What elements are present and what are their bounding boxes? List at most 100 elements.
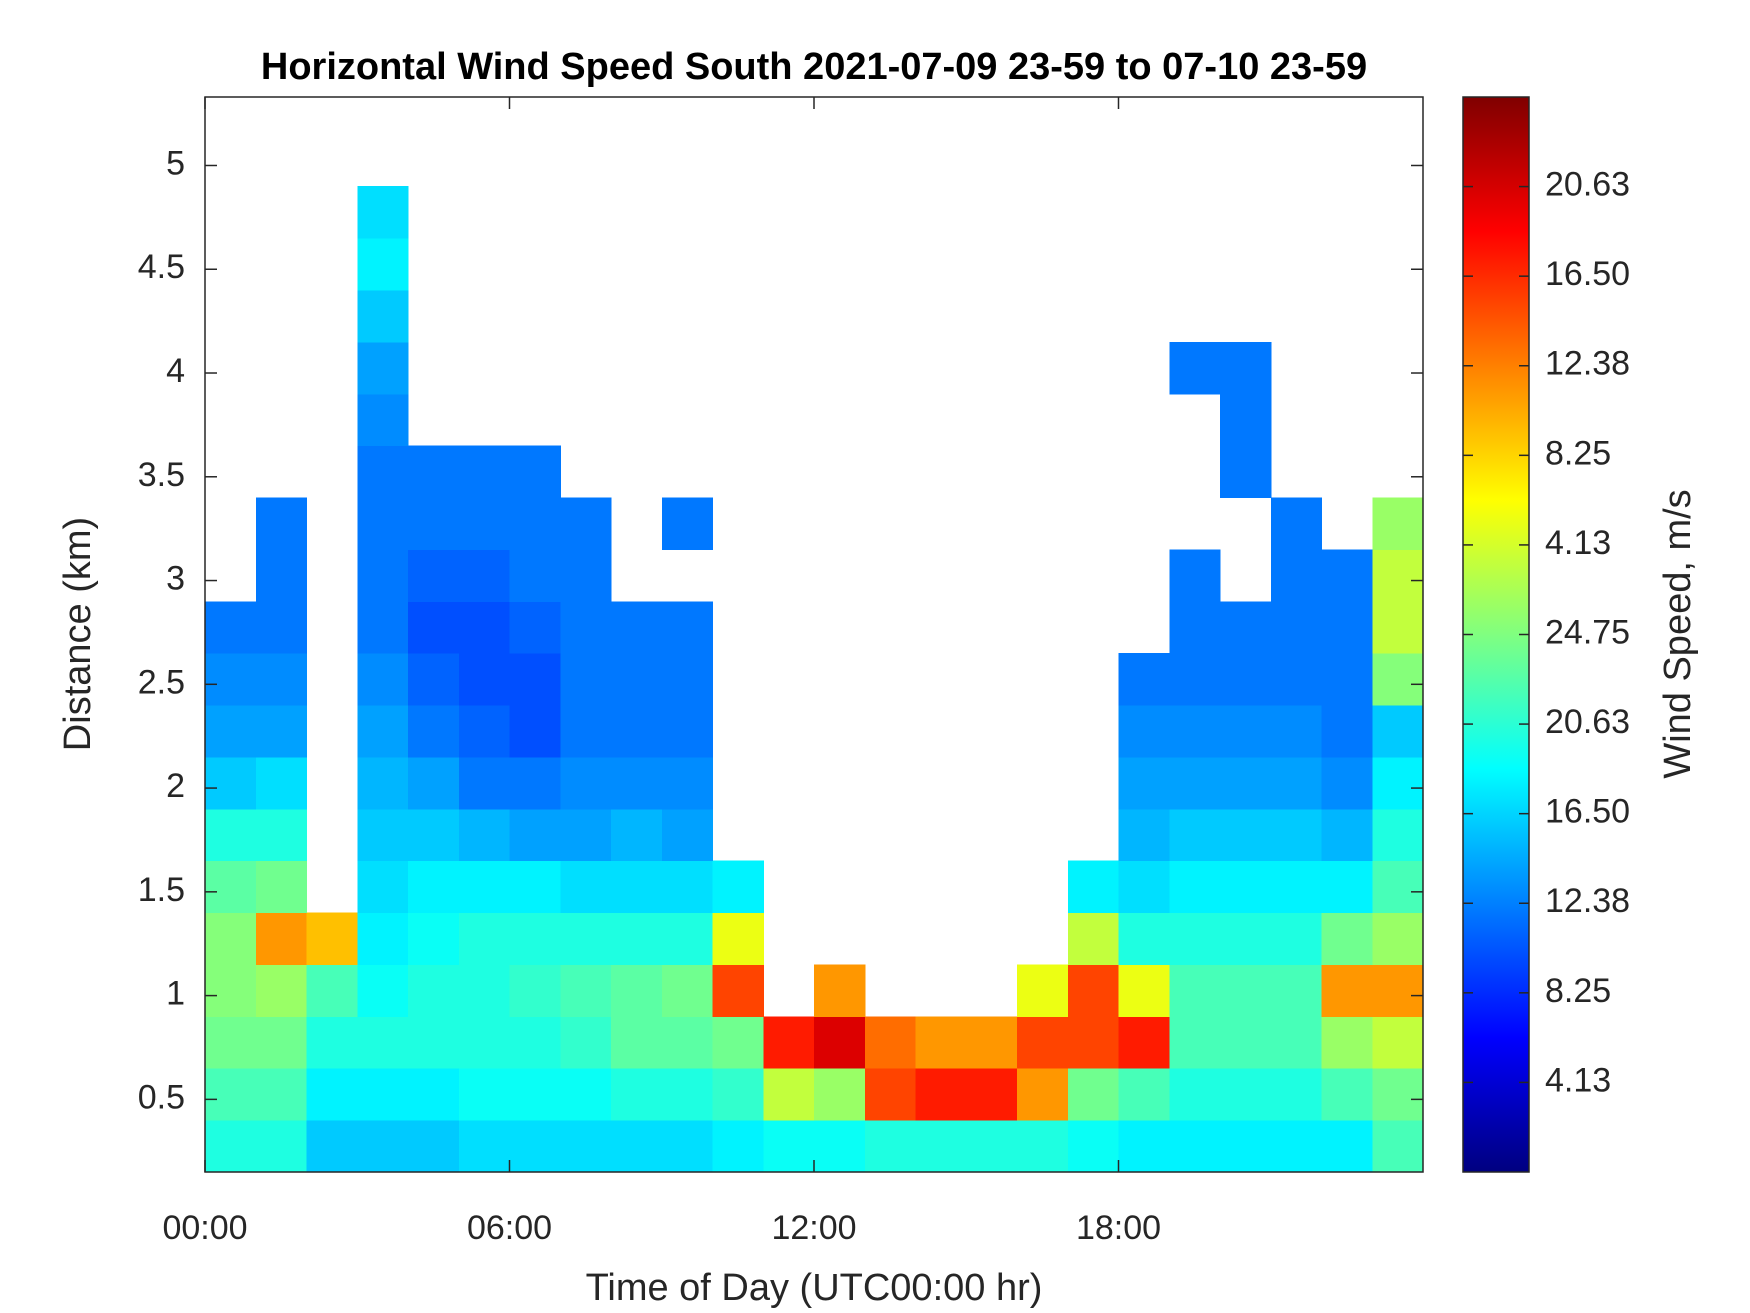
heatmap-cell [1220, 705, 1272, 758]
heatmap-cell [1169, 549, 1221, 602]
heatmap-cell [458, 1120, 510, 1173]
heatmap-cell [509, 964, 561, 1017]
heatmap-cell [255, 1068, 307, 1121]
heatmap-cell [1220, 445, 1272, 499]
colorbar-tick-label: 8.25 [1545, 972, 1611, 1010]
heatmap-cell [1372, 1120, 1424, 1173]
heatmap-cell [915, 1016, 967, 1069]
heatmap-cell [1067, 912, 1119, 965]
heatmap-cell [1321, 912, 1373, 965]
heatmap-cell [915, 1068, 967, 1121]
x-tick-label: 18:00 [1076, 1209, 1161, 1247]
colorbar-tick-label: 12.38 [1545, 882, 1630, 920]
heatmap-cell [712, 860, 764, 914]
heatmap-cell [611, 808, 663, 862]
heatmap-cell [1118, 1120, 1170, 1173]
heatmap-cell [458, 756, 510, 810]
heatmap-cell [661, 1016, 713, 1069]
heatmap-cell [458, 653, 510, 706]
heatmap-cell [1220, 912, 1272, 965]
heatmap-cell [1067, 1016, 1119, 1069]
heatmap-cell [509, 756, 561, 810]
heatmap-cell [255, 601, 307, 654]
heatmap-cell [814, 964, 866, 1017]
heatmap-cell [205, 1068, 257, 1121]
heatmap-cell [1270, 912, 1322, 965]
heatmap-cell [458, 497, 510, 550]
heatmap-cell [1270, 549, 1322, 602]
heatmap-cell [255, 1120, 307, 1173]
heatmap-cell [1118, 1016, 1170, 1069]
heatmap-cell [408, 705, 460, 758]
heatmap-cell [1372, 601, 1424, 654]
x-axis-label: Time of Day (UTC00:00 hr) [586, 1267, 1043, 1309]
heatmap-cell [560, 1016, 612, 1069]
heatmap-cell [255, 964, 307, 1017]
heatmap-cell [408, 964, 460, 1017]
heatmap-cell [1270, 964, 1322, 1017]
heatmap-cell [712, 912, 764, 965]
heatmap-cell [357, 497, 409, 550]
heatmap-cell [1118, 860, 1170, 914]
y-tick-label: 2 [166, 767, 185, 805]
heatmap-cell [1169, 964, 1221, 1017]
heatmap-cell [611, 1068, 663, 1121]
heatmap-cell [560, 808, 612, 862]
heatmap-cell [1372, 912, 1424, 965]
heatmap-cell [1321, 1016, 1373, 1069]
heatmap-cell [1372, 1068, 1424, 1121]
heatmap-cell [1017, 964, 1069, 1017]
heatmap-cell [1169, 653, 1221, 706]
heatmap-cell [255, 497, 307, 550]
heatmap-cell [408, 601, 460, 654]
heatmap-cell [611, 1016, 663, 1069]
heatmap-cell [966, 1120, 1018, 1173]
chart-title: Horizontal Wind Speed South 2021-07-09 2… [261, 46, 1367, 88]
heatmap-cell [1270, 705, 1322, 758]
heatmap-cell [611, 1120, 663, 1173]
heatmap-cell [509, 653, 561, 706]
heatmap-cell [1321, 549, 1373, 602]
y-tick-label: 3.5 [138, 456, 185, 494]
heatmap-cell [1118, 653, 1170, 706]
heatmap-cell [1270, 1120, 1322, 1173]
heatmap-cell [306, 964, 358, 1017]
heatmap-cell [205, 860, 257, 914]
heatmap-cell [864, 1120, 916, 1173]
heatmap-cell [1220, 341, 1272, 395]
heatmap-cell [1118, 756, 1170, 810]
heatmap-cell [1321, 705, 1373, 758]
heatmap-cell [458, 912, 510, 965]
heatmap-cell [1169, 1120, 1221, 1173]
heatmap-cell [205, 601, 257, 654]
heatmap-cell [611, 860, 663, 914]
heatmap-cell [560, 1120, 612, 1173]
heatmap-cell [1372, 860, 1424, 914]
heatmap-cell [661, 1068, 713, 1121]
heatmap-cell [1220, 964, 1272, 1017]
heatmap-cell [408, 1016, 460, 1069]
heatmap-cell [357, 808, 409, 862]
heatmap-cell [1270, 756, 1322, 810]
heatmap-cell [1270, 653, 1322, 706]
heatmap-cell [408, 860, 460, 914]
heatmap-cell [1220, 393, 1272, 447]
heatmap-cell [458, 549, 510, 602]
heatmap-cell [661, 1120, 713, 1173]
heatmap-cell [357, 238, 409, 291]
y-tick-label: 3 [166, 560, 185, 598]
heatmap-cell [1270, 497, 1322, 550]
heatmap-cell [1067, 1068, 1119, 1121]
heatmap-cell [509, 705, 561, 758]
heatmap-cell [306, 1068, 358, 1121]
heatmap-cell [357, 549, 409, 602]
heatmap-cell [1270, 1016, 1322, 1069]
heatmap-cell [1017, 1120, 1069, 1173]
heatmap-cell [1372, 964, 1424, 1017]
heatmap-cell [1372, 808, 1424, 862]
heatmap-cell [205, 912, 257, 965]
heatmap-cell [1017, 1016, 1069, 1069]
y-tick-label: 5 [166, 144, 185, 182]
heatmap-cell [509, 912, 561, 965]
heatmap-cell [611, 912, 663, 965]
